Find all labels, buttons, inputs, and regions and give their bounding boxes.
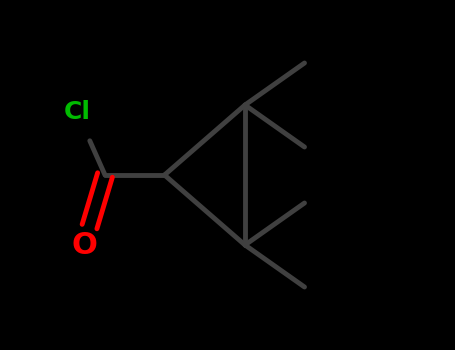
Text: Cl: Cl bbox=[64, 100, 91, 124]
Text: O: O bbox=[71, 231, 97, 259]
